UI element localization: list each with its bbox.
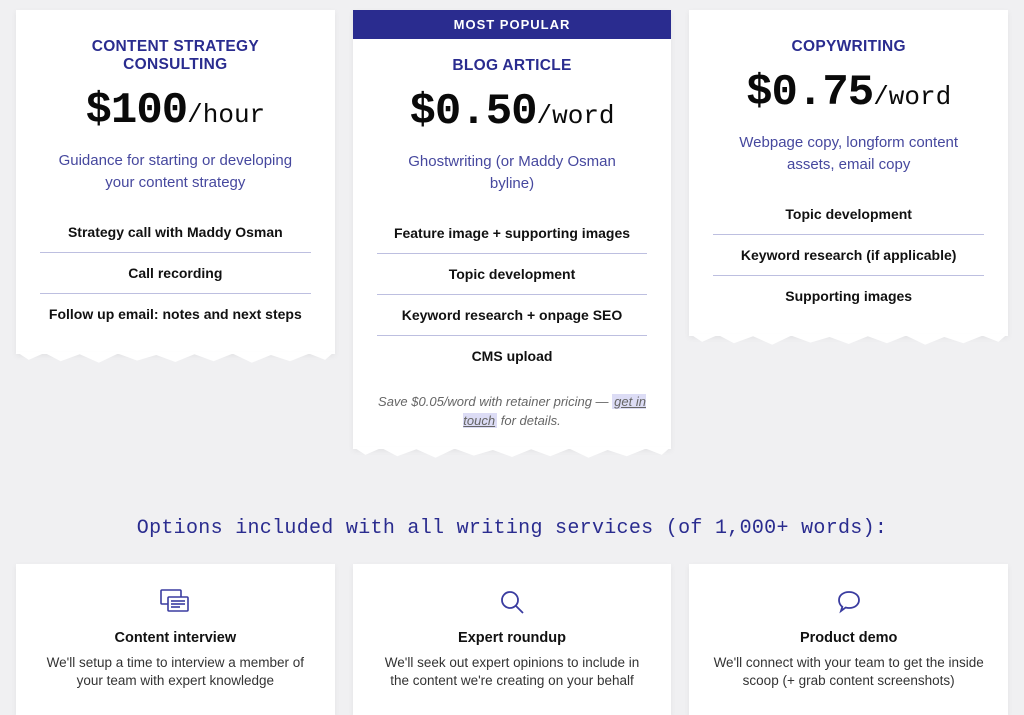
plan-title: COPYWRITING (713, 38, 984, 56)
price-unit: /hour (187, 100, 265, 130)
option-card-roundup: Expert roundup We'll seek out expert opi… (353, 564, 672, 715)
plan-title: CONTENT STRATEGY CONSULTING (40, 38, 311, 74)
option-title: Expert roundup (375, 630, 650, 646)
feature-item: Keyword research (if applicable) (713, 235, 984, 276)
chat-icon (38, 586, 313, 618)
option-desc: We'll setup a time to interview a member… (38, 654, 313, 692)
options-row: Content interview We'll setup a time to … (0, 564, 1024, 715)
plan-features: Topic development Keyword research (if a… (713, 194, 984, 316)
price-unit: /word (537, 101, 615, 131)
plan-tagline: Ghostwriting (or Maddy Osman byline) (377, 151, 648, 213)
option-desc: We'll connect with your team to get the … (711, 654, 986, 692)
pricing-card-blog: MOST POPULAR BLOG ARTICLE $0.50/word Gho… (353, 10, 672, 449)
option-title: Product demo (711, 630, 986, 646)
plan-features: Feature image + supporting images Topic … (377, 213, 648, 376)
feature-item: Supporting images (713, 276, 984, 316)
feature-item: CMS upload (377, 336, 648, 376)
feature-item: Keyword research + onpage SEO (377, 295, 648, 336)
plan-price: $100/hour (40, 86, 311, 136)
plan-price: $0.75/word (713, 68, 984, 118)
feature-item: Strategy call with Maddy Osman (40, 212, 311, 253)
feature-item: Feature image + supporting images (377, 213, 648, 254)
feature-item: Call recording (40, 253, 311, 294)
plan-tagline: Webpage copy, longform content assets, e… (713, 132, 984, 194)
plan-features: Strategy call with Maddy Osman Call reco… (40, 212, 311, 334)
feature-item: Topic development (377, 254, 648, 295)
pricing-row: CONTENT STRATEGY CONSULTING $100/hour Gu… (0, 0, 1024, 449)
option-card-interview: Content interview We'll setup a time to … (16, 564, 335, 715)
plan-footnote: Save $0.05/word with retainer pricing — … (377, 376, 648, 431)
option-title: Content interview (38, 630, 313, 646)
feature-item: Topic development (713, 194, 984, 235)
price-amount: $0.75 (746, 68, 873, 118)
footnote-text: Save $0.05/word with retainer pricing — (378, 394, 612, 409)
magnifier-icon (375, 586, 650, 618)
pricing-card-copywriting: COPYWRITING $0.75/word Webpage copy, lon… (689, 10, 1008, 336)
feature-item: Follow up email: notes and next steps (40, 294, 311, 334)
pricing-card-consulting: CONTENT STRATEGY CONSULTING $100/hour Gu… (16, 10, 335, 354)
option-desc: We'll seek out expert opinions to includ… (375, 654, 650, 692)
price-unit: /word (873, 82, 951, 112)
plan-tagline: Guidance for starting or developing your… (40, 150, 311, 212)
price-amount: $100 (86, 86, 188, 136)
price-amount: $0.50 (409, 87, 536, 137)
plan-price: $0.50/word (377, 87, 648, 137)
option-card-demo: Product demo We'll connect with your tea… (689, 564, 1008, 715)
speech-bubble-icon (711, 586, 986, 618)
plan-title: BLOG ARTICLE (377, 57, 648, 75)
options-heading: Options included with all writing servic… (0, 517, 1024, 540)
most-popular-badge: MOST POPULAR (353, 10, 672, 39)
footnote-text: for details. (497, 413, 561, 428)
